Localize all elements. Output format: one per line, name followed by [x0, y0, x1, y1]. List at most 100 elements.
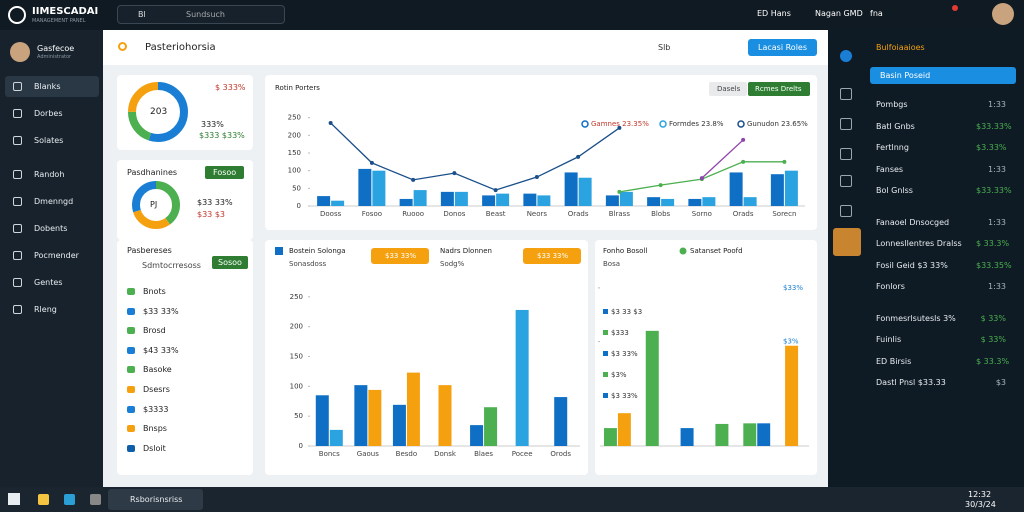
row-value: $ 33.3% [976, 356, 1010, 366]
active-app[interactable] [108, 489, 203, 510]
main-area: Pasteriohorsia Slb Lacasi Roles 203 $ 333% 33… [103, 30, 828, 487]
tag: Sdmtocrresoss [142, 261, 201, 270]
legend-marker [679, 247, 687, 255]
x-tick-label: Blobs [651, 210, 670, 218]
nav-item[interactable]: Dobents [34, 224, 68, 233]
row-value: 1:33 [988, 217, 1006, 227]
chip [371, 248, 429, 264]
bar [523, 193, 537, 206]
legend-entry: Gamnes 23.35% [591, 120, 649, 128]
bar [554, 397, 568, 446]
chip [523, 248, 581, 264]
bar [392, 404, 406, 446]
chart [132, 181, 180, 229]
workspace[interactable]: Nagan GMD [815, 9, 863, 18]
chart-title: Nadrs Dlonnen [440, 247, 492, 255]
line-point [411, 177, 416, 182]
row-label: Fuinlis [876, 335, 902, 344]
bar [440, 191, 454, 206]
bar [743, 197, 757, 206]
nav-item[interactable]: Randoh [34, 170, 65, 179]
bar [647, 197, 661, 206]
app-icon [90, 494, 101, 505]
chart-subtitle: Bosa [603, 260, 620, 268]
rail-icon [840, 175, 852, 187]
item-icon [127, 288, 135, 295]
row-value: $3 [995, 378, 1006, 387]
nav-icon [13, 251, 22, 260]
button[interactable]: Fosoo [205, 166, 245, 179]
app-icon [38, 494, 49, 505]
bar [470, 425, 484, 446]
line-point [699, 176, 704, 181]
nav-item[interactable]: Blanks [34, 82, 61, 91]
item-icon [127, 307, 135, 315]
x-tick-label: Fosoo [362, 210, 382, 218]
x-tick-label: Besdo [396, 450, 417, 458]
brand: IIMESCADAI [32, 6, 99, 17]
panel: Pasdhanines Fosoo PJ $33 33% $33 $3 [117, 160, 253, 240]
button[interactable]: Sosoo [212, 256, 248, 269]
stat: 333% [201, 120, 224, 129]
row-value: $ 33% [980, 313, 1006, 323]
line-point [658, 183, 663, 188]
nav-item[interactable]: Rleng [34, 305, 57, 314]
panel-title: Bulfoiaaioes [876, 43, 925, 52]
nav-icon [13, 82, 22, 91]
donut-center: PJ [150, 200, 158, 209]
bar [578, 177, 592, 206]
bar [372, 170, 386, 206]
sidebar: Gasfecoe Administrator Blanks Dorbes Solates… [0, 30, 103, 487]
list-item: Dsesrs [143, 385, 170, 394]
rail-icon [840, 205, 852, 217]
bar [438, 385, 452, 446]
badge: $ 333% [215, 83, 246, 92]
panel-button[interactable]: Basin Poseid [870, 67, 1016, 84]
card-title: Pasdhanines [127, 168, 178, 177]
app-icon [64, 494, 75, 505]
tab[interactable]: Bl [138, 10, 146, 19]
active-item [5, 76, 99, 97]
row-value: 1:33 [988, 164, 1006, 174]
y-tick-label: 200 [290, 323, 303, 331]
chip-label: $33 33% [385, 252, 416, 260]
primary-button[interactable]: Lacasi Roles [748, 39, 817, 56]
nav-item[interactable]: Solates [34, 136, 64, 145]
search[interactable]: Sundsuch [186, 10, 226, 19]
line-point [782, 159, 787, 164]
panel: Fonho Bosoll Satanset Poofd Bosa $3 33 $3 $3… [595, 240, 817, 475]
workspace-sub: fna [870, 9, 883, 18]
y-tick-label: 0 [297, 202, 301, 210]
donut-segment [128, 82, 188, 142]
button [709, 82, 747, 96]
nav-icon [13, 109, 22, 118]
nav-item[interactable]: Dorbes [34, 109, 63, 118]
chart-title: Bostein Solonga [289, 247, 346, 255]
nav-item[interactable]: Pocmender [34, 251, 79, 260]
bar [406, 372, 420, 446]
stat: $333 $33% [199, 131, 245, 140]
item-icon [127, 346, 135, 354]
panel: 203 $ 333% 333% $333 $33% [117, 75, 253, 150]
chart-title: Rotin Porters [275, 84, 320, 92]
bar [484, 407, 498, 446]
x-tick-label: Neors [527, 210, 548, 218]
row-label: Fosil Geid $3 33% [876, 260, 948, 270]
row-value: $ 33% [980, 335, 1006, 344]
nav-item[interactable]: Dmenngd [34, 197, 74, 206]
x-tick-label: Gaous [357, 450, 379, 458]
top-bar: IIMESCADAI MANAGEMENT PANEL Bl Sundsuch ED H… [0, 0, 1024, 30]
bar [564, 172, 578, 206]
nav-item[interactable]: Gentes [34, 278, 63, 287]
bar [715, 423, 729, 446]
bar [688, 198, 702, 206]
bar [645, 330, 659, 446]
user-menu[interactable]: ED Hans [757, 9, 791, 18]
header-action[interactable]: Slb [658, 43, 671, 52]
brand-sub: MANAGEMENT PANEL [32, 18, 86, 24]
button-label: Rcmes Drelts [755, 85, 802, 93]
bar [515, 309, 529, 446]
bar [605, 195, 619, 206]
user-avatar [10, 42, 30, 62]
line-point [617, 125, 622, 130]
